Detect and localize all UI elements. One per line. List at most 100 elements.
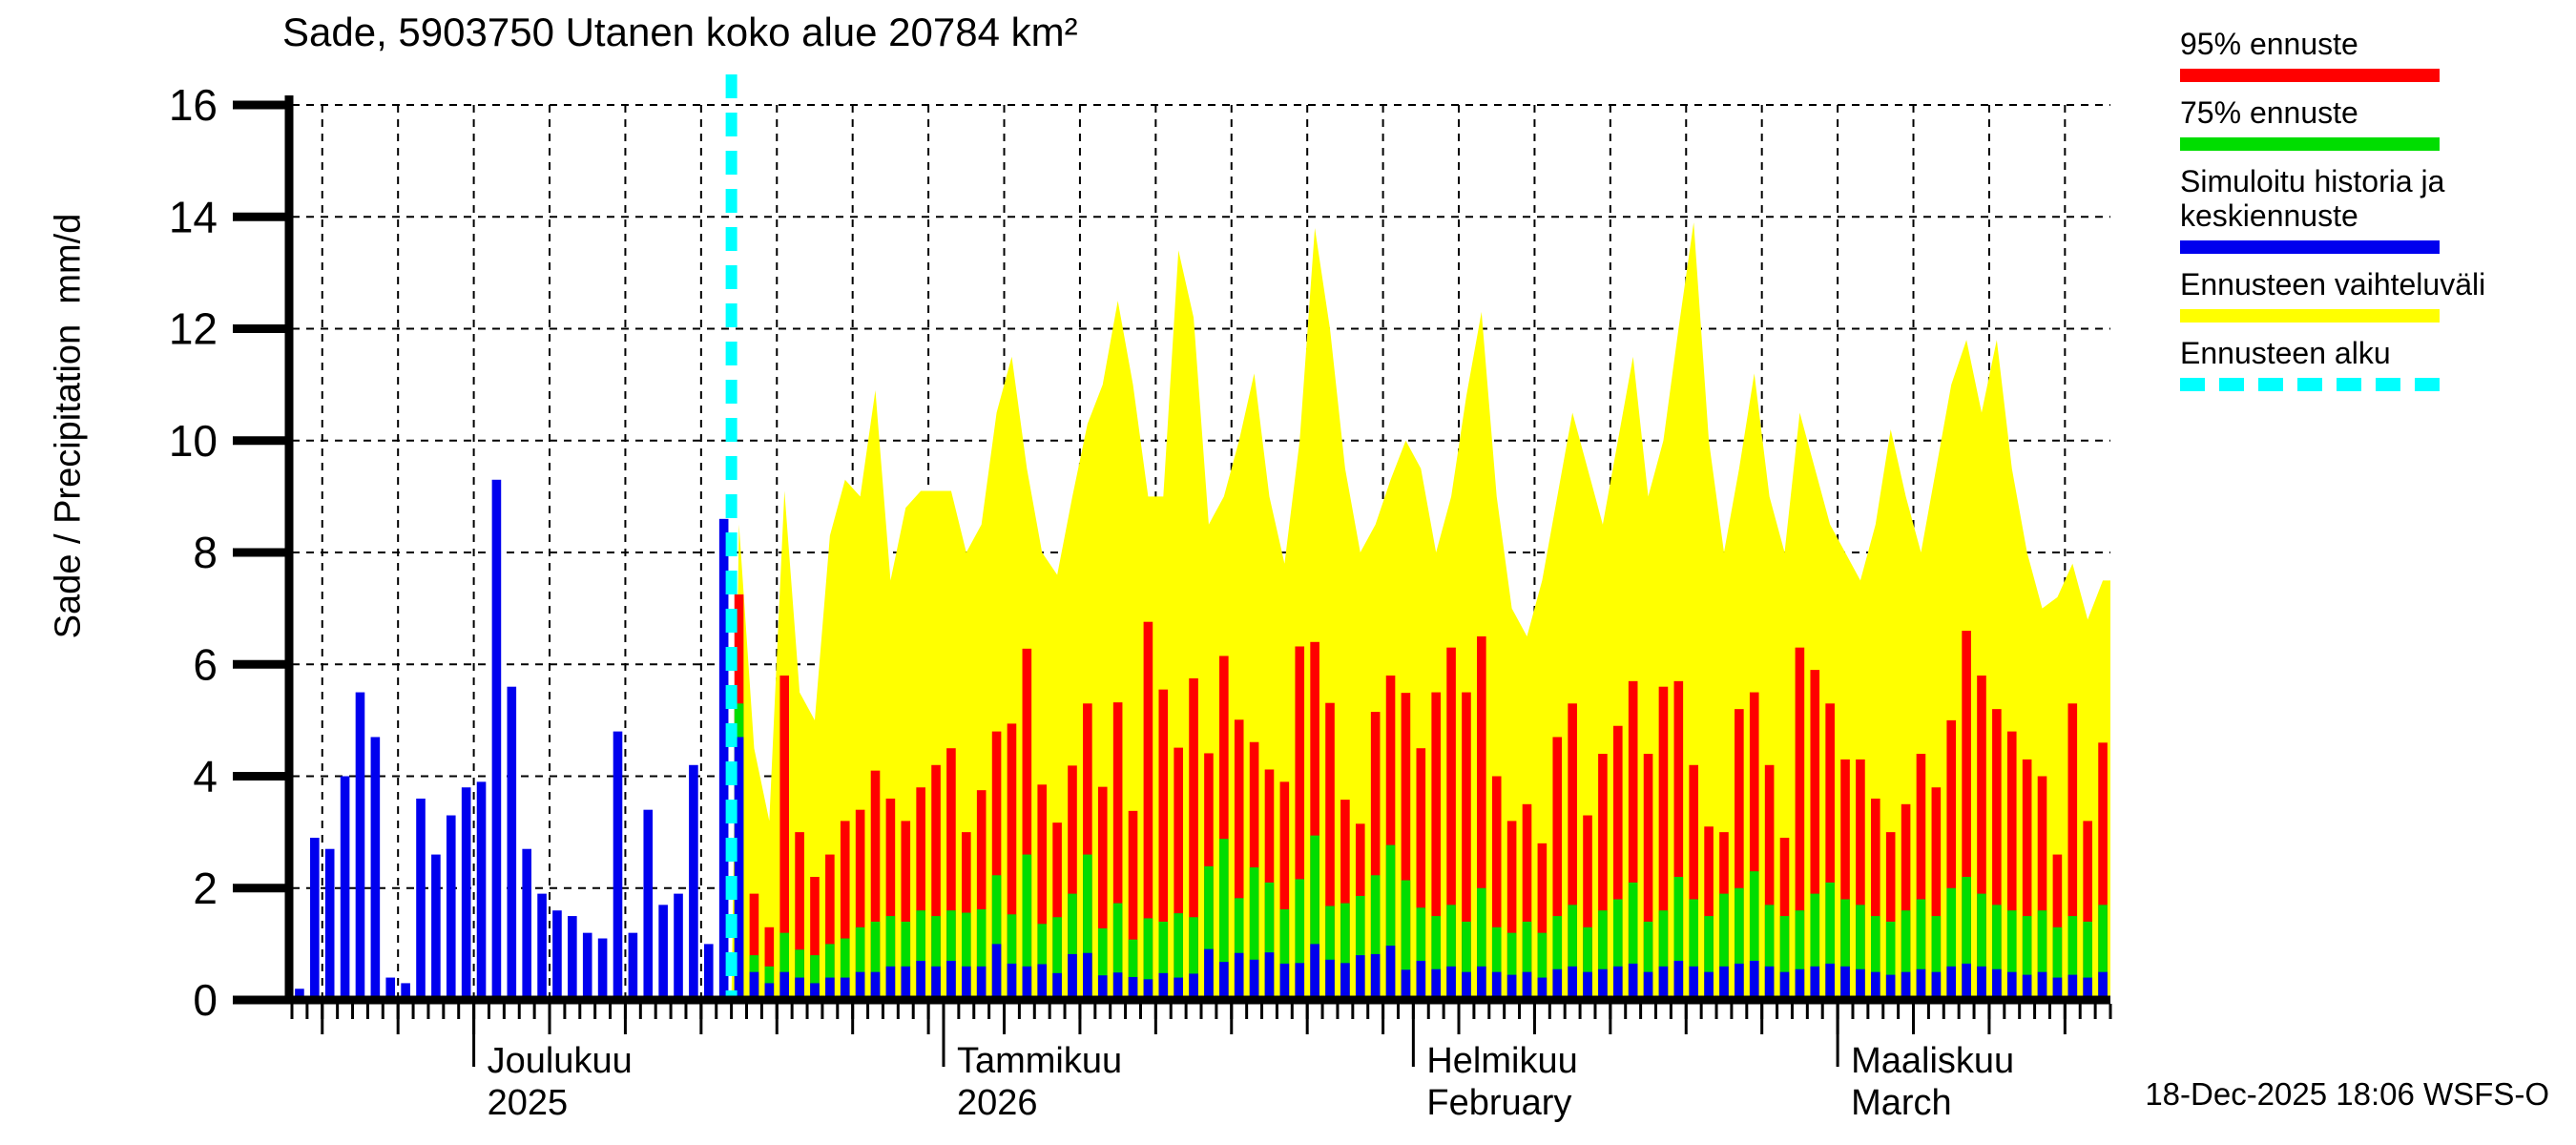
- forecast-bar-median: [931, 966, 941, 1000]
- forecast-bar-median: [795, 977, 804, 1000]
- forecast-bar-95: [2006, 731, 2017, 1000]
- forecast-bar-75: [2022, 916, 2032, 1000]
- forecast-bar-median: [1083, 952, 1092, 1000]
- legend-line-blue: [2180, 240, 2440, 254]
- history-bar: [416, 798, 426, 1000]
- forecast-bar-95: [1856, 759, 1865, 1000]
- forecast-bar-75: [931, 916, 941, 1000]
- forecast-bar-75: [1612, 899, 1623, 1000]
- forecast-bar-median: [991, 944, 1002, 1000]
- forecast-bar-median: [1598, 968, 1608, 1000]
- forecast-bar-median: [1295, 963, 1305, 1000]
- forecast-bar-75: [1097, 927, 1108, 1000]
- forecast-bar-95: [1628, 680, 1638, 1000]
- forecast-bar-75: [1128, 939, 1138, 1000]
- forecast-bar-median: [749, 971, 759, 1000]
- history-bar: [703, 944, 714, 1000]
- forecast-bar-median: [1962, 963, 1971, 1000]
- forecast-bar-median: [764, 983, 775, 1000]
- history-bar: [401, 983, 410, 1000]
- forecast-bar-95: [1052, 822, 1062, 1000]
- forecast-bar-median: [946, 960, 956, 1000]
- legend-label: Ennusteen alku: [2180, 336, 2391, 370]
- forecast-bar-95: [1735, 709, 1744, 1000]
- forecast-bar-75: [1112, 903, 1123, 1000]
- history-bar: [643, 809, 654, 1000]
- forecast-bar-95: [1885, 832, 1896, 1000]
- forecast-bar-median: [1189, 973, 1198, 1000]
- legend-line-yellow: [2180, 309, 2440, 323]
- forecast-bar-95: [1537, 843, 1548, 1000]
- forecast-bar-75: [885, 916, 896, 1000]
- forecast-bar-median: [1704, 971, 1714, 1000]
- forecast-bar-median: [1673, 960, 1684, 1000]
- history-bar: [613, 731, 623, 1000]
- month-sublabel: 2025: [487, 1083, 569, 1123]
- y-tick-label: 2: [193, 864, 218, 913]
- legend-label: 95% ennuste: [2180, 27, 2358, 61]
- forecast-bar-95: [1673, 680, 1684, 1000]
- forecast-bar-95: [991, 731, 1002, 1000]
- forecast-bar-median: [1658, 966, 1669, 1000]
- forecast-bar-95: [1477, 635, 1486, 1000]
- forecast-bar-95: [2067, 703, 2078, 1000]
- forecast-bar-95: [931, 764, 941, 1000]
- forecast-bar-median: [1416, 960, 1426, 1000]
- history-bar: [340, 776, 350, 1000]
- forecast-bar-median: [1552, 968, 1563, 1000]
- forecast-bar-95: [779, 675, 790, 1000]
- forecast-bar-median: [2067, 974, 2078, 1000]
- forecast-bar-75: [2006, 910, 2017, 1000]
- legend-line-red: [2180, 69, 2440, 82]
- forecast-bar-median: [1355, 955, 1365, 1000]
- forecast-bar-95: [1795, 647, 1805, 1000]
- forecast-bar-75: [1446, 905, 1456, 1000]
- forecast-bar-median: [1112, 972, 1123, 1000]
- forecast-bar-median: [734, 737, 744, 1000]
- forecast-bar-75: [855, 926, 865, 1000]
- forecast-bar-75: [795, 949, 804, 1000]
- legend-line-green: [2180, 137, 2440, 151]
- history-bar: [370, 737, 381, 1000]
- forecast-bar-95: [870, 770, 881, 1000]
- forecast-bar-median: [1795, 968, 1805, 1000]
- forecast-bar-95: [2037, 776, 2047, 1000]
- forecast-bar-95: [2022, 759, 2032, 1000]
- forecast-bar-75: [1325, 906, 1335, 1000]
- forecast-bar-75: [901, 921, 911, 1000]
- forecast-bar-75: [1916, 899, 1926, 1000]
- forecast-bar-75: [1234, 898, 1244, 1000]
- legend-line-cyan-dashed: [2180, 378, 2440, 391]
- month-label-tammikuu: Tammikuu 2026: [957, 1040, 1122, 1124]
- forecast-bar-75: [1583, 926, 1592, 1000]
- forecast-bar-median: [1977, 966, 1986, 1000]
- forecast-bar-75: [1689, 899, 1699, 1000]
- forecast-bar-median: [1537, 977, 1548, 1000]
- forecast-bar-75: [1673, 877, 1684, 1000]
- forecast-bar-median: [855, 971, 865, 1000]
- forecast-bar-95: [1825, 703, 1835, 1000]
- forecast-bar-75: [1189, 917, 1198, 1000]
- history-bar: [446, 815, 456, 1000]
- history-bar: [522, 848, 531, 1000]
- forecast-bar-median: [976, 966, 987, 1000]
- forecast-bar-75: [1506, 932, 1517, 1000]
- forecast-bar-median: [1931, 971, 1942, 1000]
- forecast-bar-75: [1143, 918, 1153, 1000]
- legend-item-95-ennuste: 95% ennuste: [2180, 27, 2562, 82]
- forecast-bar-median: [2052, 977, 2063, 1000]
- forecast-bar-median: [1052, 972, 1062, 1000]
- forecast-bar-median: [1568, 966, 1577, 1000]
- forecast-bar-75: [1249, 867, 1259, 1000]
- history-bar: [582, 932, 592, 1000]
- forecast-bar-95: [1552, 737, 1563, 1000]
- forecast-bar-95: [1143, 621, 1153, 1000]
- forecast-bar-75: [1462, 921, 1471, 1000]
- forecast-bar-75: [1537, 932, 1548, 1000]
- forecast-bar-75: [1295, 879, 1305, 1000]
- forecast-bar-75: [1779, 916, 1790, 1000]
- forecast-bar-95: [855, 809, 865, 1000]
- forecast-bar-median: [1522, 971, 1532, 1000]
- forecast-bar-75: [2067, 916, 2078, 1000]
- forecast-bar-95: [1840, 759, 1850, 1000]
